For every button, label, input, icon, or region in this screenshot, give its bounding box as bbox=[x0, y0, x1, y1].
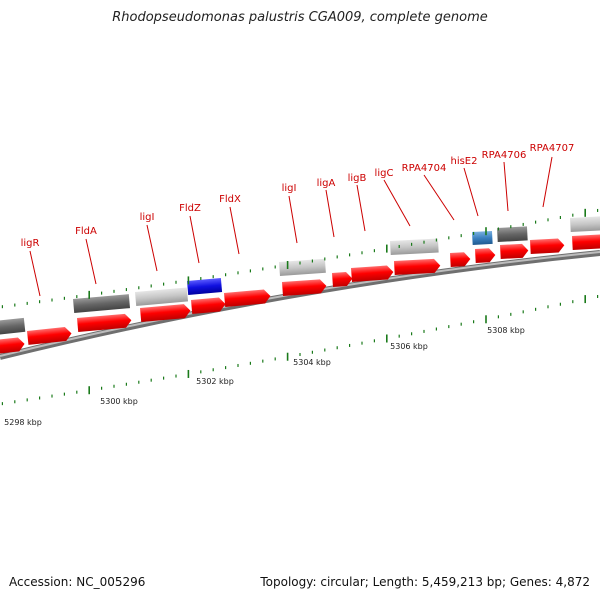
accession-text: Accession: NC_005296 bbox=[9, 575, 146, 589]
leader-line bbox=[542, 156, 553, 208]
tick-row-upper bbox=[1, 208, 599, 309]
feature-block[interactable] bbox=[279, 258, 326, 276]
leader-line bbox=[325, 189, 335, 238]
gene-arrow[interactable] bbox=[0, 337, 25, 354]
leader-line bbox=[288, 195, 298, 244]
leader-line bbox=[423, 174, 455, 221]
gene-arrow[interactable] bbox=[191, 297, 226, 314]
feature-block[interactable] bbox=[135, 287, 189, 306]
gene-label[interactable]: hisE2 bbox=[450, 156, 477, 167]
gene-arrow[interactable] bbox=[450, 252, 471, 267]
gene-arrow[interactable] bbox=[475, 248, 496, 263]
scale-label: 5298 kbp bbox=[4, 418, 42, 427]
leader-line bbox=[503, 161, 509, 212]
gene-label[interactable]: ligI bbox=[140, 212, 155, 223]
gene-arrow[interactable] bbox=[332, 272, 353, 287]
gene-arrow[interactable] bbox=[282, 279, 327, 296]
leader-line bbox=[189, 215, 200, 264]
gene-arrow[interactable] bbox=[572, 234, 600, 250]
gene-arrow[interactable] bbox=[77, 313, 132, 332]
scale-label: 5302 kbp bbox=[196, 377, 234, 386]
feature-block[interactable] bbox=[497, 226, 528, 242]
gene-label[interactable]: RPA4707 bbox=[530, 143, 575, 154]
gene-arrow[interactable] bbox=[351, 265, 394, 282]
gene-label-leaders bbox=[29, 156, 553, 297]
gene-arrow[interactable] bbox=[140, 304, 191, 322]
gene-label[interactable]: ligR bbox=[21, 238, 40, 249]
gene-label[interactable]: ligC bbox=[375, 168, 394, 179]
feature-block[interactable] bbox=[390, 238, 439, 255]
map-title: Rhodopseudomonas palustris CGA009, compl… bbox=[112, 10, 488, 25]
scale-labels: 5298 kbp 5300 kbp 5302 kbp 5304 kbp 5306… bbox=[4, 326, 525, 427]
feature-block[interactable] bbox=[570, 215, 600, 232]
leader-line bbox=[146, 224, 158, 272]
scale-label: 5306 kbp bbox=[390, 342, 428, 351]
gene-label[interactable]: RPA4704 bbox=[402, 163, 447, 174]
gene-arrow[interactable] bbox=[500, 243, 529, 259]
gene-arrow[interactable] bbox=[394, 258, 441, 275]
gene-label[interactable]: FldX bbox=[219, 194, 241, 205]
leader-line bbox=[356, 184, 366, 232]
tick-row-lower bbox=[1, 295, 599, 406]
feature-block-blue[interactable] bbox=[187, 278, 223, 295]
gene-label[interactable]: ligA bbox=[317, 178, 336, 189]
scale-label: 5300 kbp bbox=[100, 397, 138, 406]
feature-row-upper bbox=[0, 215, 600, 335]
gene-label[interactable]: ligI bbox=[282, 183, 297, 194]
scale-label: 5308 kbp bbox=[487, 326, 525, 335]
scale-label: 5304 kbp bbox=[293, 358, 331, 367]
leader-line bbox=[29, 250, 41, 297]
gene-label[interactable]: FldZ bbox=[179, 203, 201, 214]
leader-line bbox=[85, 238, 97, 285]
leader-line bbox=[383, 179, 411, 227]
gene-label[interactable]: FldA bbox=[75, 226, 97, 237]
gene-label[interactable]: RPA4706 bbox=[482, 150, 527, 161]
gene-arrow-row bbox=[0, 234, 600, 354]
feature-block-steel[interactable] bbox=[472, 230, 493, 245]
gene-labels: ligR FldA ligI FldZ FldX ligI ligA ligB … bbox=[21, 143, 575, 249]
feature-block[interactable] bbox=[73, 294, 131, 313]
gene-arrow[interactable] bbox=[224, 289, 271, 307]
feature-block[interactable] bbox=[0, 317, 26, 335]
gene-arrow[interactable] bbox=[530, 238, 565, 254]
gene-label[interactable]: ligB bbox=[348, 173, 367, 184]
gene-arrow[interactable] bbox=[27, 326, 72, 345]
leader-line bbox=[229, 206, 240, 255]
leader-line bbox=[463, 167, 479, 217]
topology-text: Topology: circular; Length: 5,459,213 bp… bbox=[260, 575, 590, 589]
